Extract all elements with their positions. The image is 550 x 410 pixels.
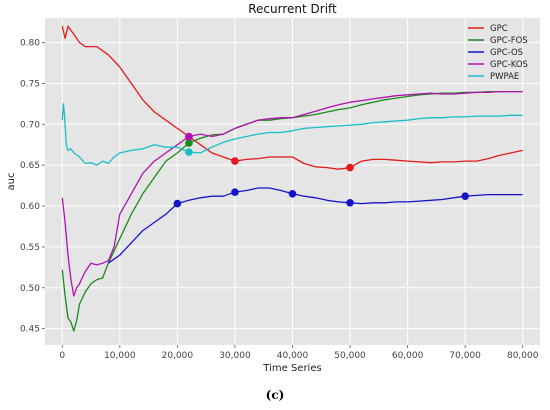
data-point-pwpae [185, 148, 193, 156]
legend-entry-gpc: GPC [490, 24, 508, 34]
x-tick-label: 50,000 [334, 351, 366, 361]
legend-entry-gpc-fos: GPC-FOS [490, 36, 528, 46]
y-tick-label: 0.50 [20, 284, 40, 294]
legend-entry-gpc-kos: GPC-KOS [490, 60, 528, 70]
x-tick-label: 10,000 [104, 351, 136, 361]
y-tick-label: 0.60 [20, 202, 40, 212]
chart-title: Recurrent Drift [248, 2, 337, 16]
y-tick-label: 0.80 [20, 39, 40, 49]
x-tick-label: 30,000 [219, 351, 251, 361]
data-point-gpc-fos [185, 139, 193, 147]
data-point-gpc-os [288, 189, 297, 198]
x-tick-label: 20,000 [162, 351, 194, 361]
data-point-gpc [231, 157, 239, 165]
series-line-gpc [61, 25, 523, 170]
x-tick-label: 70,000 [449, 351, 481, 361]
data-point-gpc-os [173, 199, 182, 208]
legend: GPC GPC-FOS GPC-OS GPC-KOS PWPAE [468, 24, 528, 82]
legend-entry-gpc-os: GPC-OS [490, 48, 523, 58]
data-point-gpc [346, 163, 354, 172]
line-chart: 0 10,000 20,000 30,000 40,000 50,000 60,000 70,… [6, 2, 540, 374]
data-point-gpc-os [346, 198, 354, 207]
series-layer [61, 25, 523, 332]
legend-entry-pwpae: PWPAE [490, 72, 519, 82]
axis-ticks: 0 10,000 20,000 30,000 40,000 50,000 60,000 70,… [20, 39, 539, 361]
y-tick-label: 0.75 [20, 79, 40, 89]
y-axis-label: auc [6, 173, 17, 191]
data-point-gpc-kos [185, 132, 193, 141]
series-line-pwpae [61, 103, 523, 166]
x-axis-label: Time Series [262, 363, 321, 374]
y-tick-label: 0.65 [20, 161, 40, 171]
x-tick-label: 60,000 [392, 351, 424, 361]
x-tick-label: 0 [59, 351, 65, 361]
series-line-gpc-kos [61, 90, 523, 297]
data-point-gpc-os [231, 188, 239, 196]
grid-lines [45, 18, 540, 345]
data-point-gpc-os [461, 192, 469, 201]
y-tick-label: 0.70 [20, 120, 40, 130]
x-tick-label: 80,000 [507, 351, 539, 361]
y-tick-label: 0.55 [20, 243, 40, 253]
y-tick-label: 0.45 [20, 325, 40, 335]
figure-caption: (c) [265, 388, 285, 402]
x-tick-label: 40,000 [277, 351, 309, 361]
